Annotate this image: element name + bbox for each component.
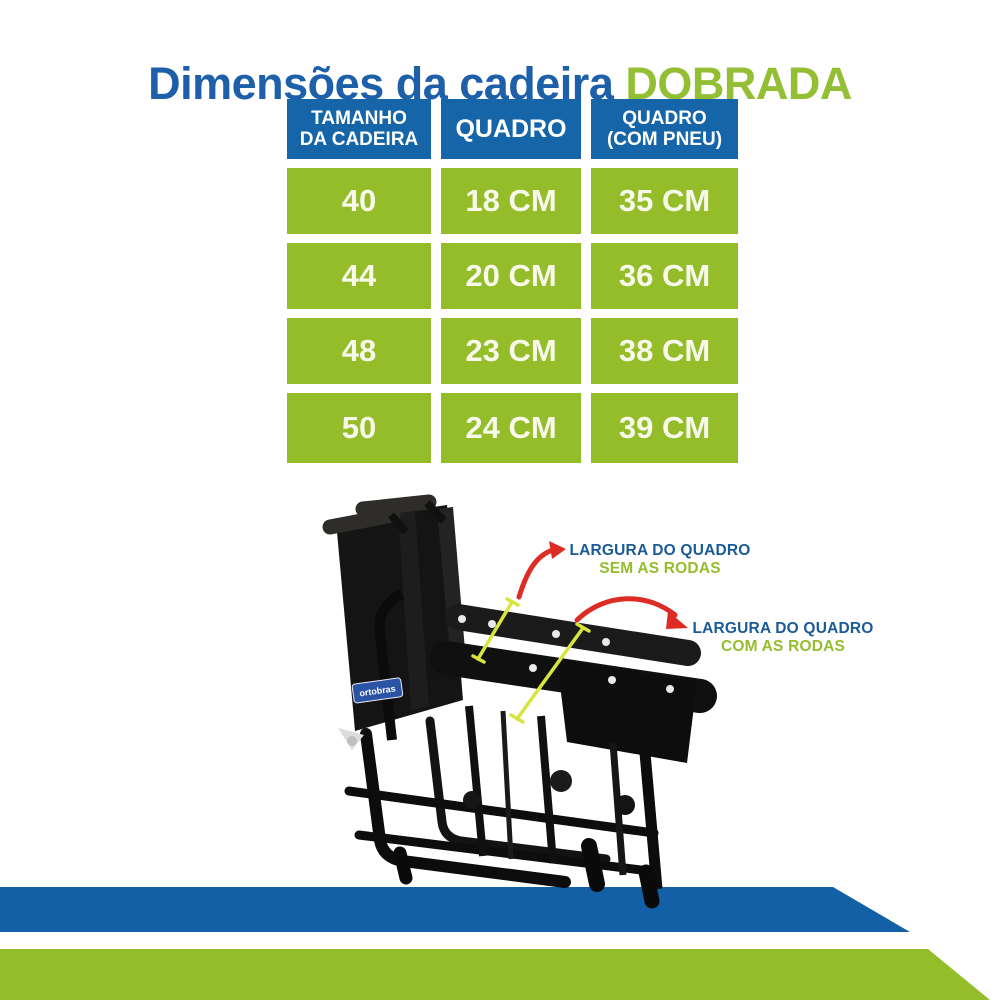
arrow-curve-sem-rodas	[516, 548, 553, 600]
brand-label: ortobras	[351, 677, 404, 704]
table-header-line: QUADRO	[622, 107, 707, 129]
table-cell-frame: 18 CM	[441, 168, 581, 234]
table-cell-frame: 24 CM	[441, 393, 581, 463]
table-cell-size: 44	[287, 243, 431, 309]
table-cell-frame-tire: 38 CM	[591, 318, 738, 384]
wheelchair-backrest-fold	[398, 510, 429, 710]
table-cell-size: 40	[287, 168, 431, 234]
table-cell-frame-tire: 35 CM	[591, 168, 738, 234]
table-header-quadro: QUADRO	[441, 99, 581, 159]
annotation-title: LARGURA DO QUADRO	[569, 542, 751, 559]
wheelchair-frame-strut	[500, 710, 514, 860]
table-cell-size: 50	[287, 393, 431, 463]
wheelchair-caster-barrel	[581, 838, 605, 892]
dimensions-table: TAMANHO DA CADEIRA QUADRO QUADRO (COM PN…	[287, 99, 738, 463]
wheelchair-frame-cross-tube	[344, 786, 659, 838]
wheelchair-frame-strut	[537, 715, 557, 864]
measure-tick	[505, 597, 520, 607]
arrow-head-com-rodas	[666, 611, 688, 629]
wheelchair-hub	[615, 795, 635, 815]
bottom-stripe-blue	[0, 887, 910, 932]
bottom-stripe-green	[0, 949, 990, 1000]
table-cell-frame: 23 CM	[441, 318, 581, 384]
measure-tick	[471, 654, 486, 664]
table-cell-frame-tire: 36 CM	[591, 243, 738, 309]
wheelchair-armrest-tube	[374, 589, 405, 741]
wheelchair-seat-cushion	[557, 660, 697, 763]
measurement-lines	[471, 597, 591, 724]
measure-line-frame	[476, 600, 514, 661]
annotation-subtitle: COM AS RODAS	[720, 638, 846, 656]
wheelchair-frame-inner-tube	[425, 716, 611, 864]
measure-line-frame-wheels	[515, 626, 585, 721]
arrow-curve-com-rodas	[574, 596, 678, 623]
wheelchair-handle-post	[424, 500, 447, 524]
table-cell-frame-tire: 39 CM	[591, 393, 738, 463]
table-header-line: (COM PNEU)	[606, 129, 723, 150]
wheelchair-backrest	[336, 505, 463, 731]
wheelchair-handle-grip	[322, 507, 401, 535]
wheelchair-rivets	[458, 615, 674, 693]
arrow-head-sem-rodas	[549, 541, 566, 559]
wheelchair-frame-strut	[465, 705, 487, 857]
wheelchair-hub	[463, 791, 481, 809]
callout-arrows	[516, 541, 688, 629]
table-header-line: TAMANHO	[311, 107, 407, 129]
measure-tick	[509, 713, 525, 724]
table-header-line: QUADRO	[455, 115, 567, 143]
annotation-subtitle: SEM AS RODAS	[599, 560, 721, 578]
table-cell-size: 48	[287, 318, 431, 384]
brand-label-plate	[351, 677, 404, 704]
wheelchair-hub	[550, 770, 572, 792]
annotation-title: LARGURA DO QUADRO	[692, 620, 874, 637]
table-cell-frame: 20 CM	[441, 243, 581, 309]
table-header-tamanho: TAMANHO DA CADEIRA	[287, 99, 431, 159]
annotation-sem-rodas: LARGURA DO QUADRO SEM AS RODAS	[560, 542, 760, 579]
annotation-com-rodas: LARGURA DO QUADRO COM AS RODAS	[688, 620, 878, 657]
wheelchair-handle-grip	[355, 494, 437, 517]
wheelchair-handle-post	[388, 512, 409, 535]
wheelchair-caster-barrel	[638, 864, 660, 909]
wheelchair-seat-bar-upper	[445, 604, 701, 666]
table-header-line: DA CADEIRA	[299, 129, 419, 150]
measure-tick	[575, 622, 591, 633]
wheelchair-bracket-bolt	[347, 736, 357, 746]
table-header-quadro-pneu: QUADRO (COM PNEU)	[591, 99, 738, 159]
wheelchair-rear-post	[639, 752, 663, 890]
wheelchair-image: ortobras	[322, 494, 717, 909]
wheelchair-caster-barrel	[393, 846, 413, 885]
